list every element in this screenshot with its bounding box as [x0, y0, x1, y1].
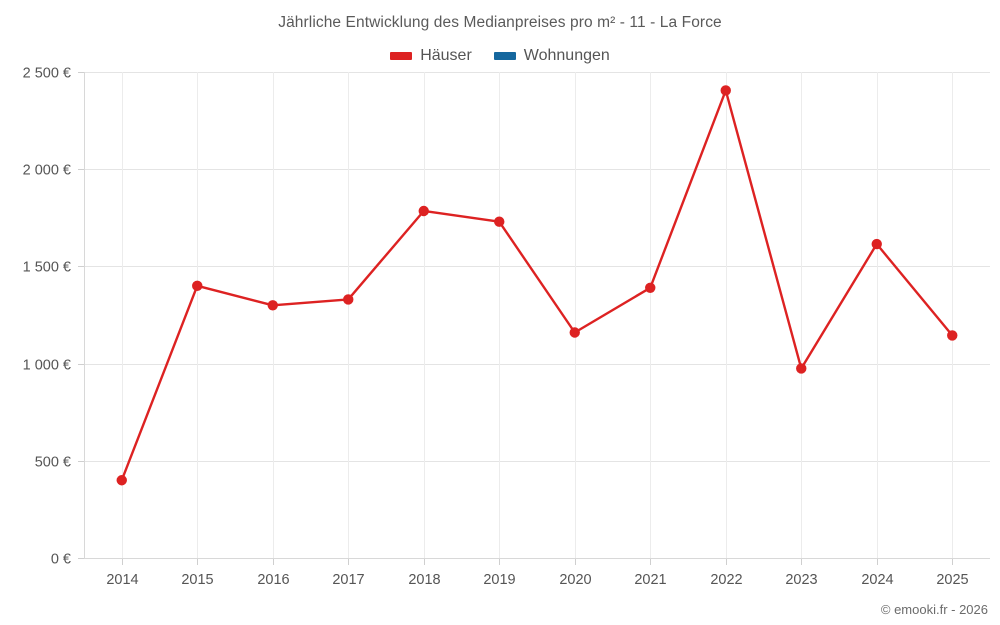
x-axis-tick-label: 2014	[106, 572, 138, 588]
y-axis-tick-label: 500 €	[35, 455, 71, 471]
legend-label-wohnungen: Wohnungen	[523, 47, 610, 64]
x-axis-tick-label: 2024	[861, 572, 893, 588]
data-point[interactable]	[720, 85, 731, 96]
y-axis-tick-label: 2 000 €	[23, 163, 71, 179]
data-point[interactable]	[796, 363, 807, 374]
data-point[interactable]	[871, 238, 882, 250]
data-point[interactable]	[116, 475, 127, 486]
x-axis-tick-label: 2022	[710, 572, 742, 588]
chart-legend: Häuser Wohnungen	[0, 44, 1000, 68]
data-point[interactable]	[645, 282, 656, 293]
x-axis-tick-label: 2019	[483, 572, 515, 588]
y-axis-tick-label: 1 000 €	[23, 358, 71, 374]
legend-label-hauser: Häuser	[420, 47, 472, 64]
x-axis-tick-label: 2015	[181, 572, 213, 588]
data-point[interactable]	[343, 294, 354, 305]
y-axis-tick-label: 0 €	[51, 552, 71, 568]
series-line-häuser	[120, 89, 954, 482]
data-point[interactable]	[569, 327, 580, 338]
y-axis-tick-label: 2 500 €	[23, 66, 71, 82]
x-axis-tick-label: 2021	[634, 572, 666, 588]
x-axis-tick-label: 2017	[332, 572, 364, 588]
chart-credit: © emooki.fr - 2026	[880, 602, 988, 617]
data-point[interactable]	[947, 330, 958, 341]
legend-color-swatch-wohnungen	[493, 52, 516, 60]
x-axis-tick-label: 2020	[559, 572, 591, 588]
y-axis-tick-label: 1 500 €	[23, 260, 71, 276]
x-axis-tick-label: 2025	[936, 572, 968, 588]
data-point[interactable]	[418, 205, 429, 217]
x-axis-tick-label: 2023	[785, 572, 817, 588]
data-point[interactable]	[192, 280, 203, 292]
chart-title: Jährliche Entwicklung des Medianpreises …	[278, 14, 722, 31]
legend-item-hauser[interactable]: Häuser	[390, 47, 472, 65]
data-point[interactable]	[267, 300, 278, 311]
data-point[interactable]	[494, 216, 505, 227]
x-axis-tick-label: 2018	[408, 572, 440, 588]
x-axis-tick-label: 2016	[257, 572, 289, 588]
legend-color-swatch-hauser	[390, 52, 413, 60]
legend-item-wohnungen[interactable]: Wohnungen	[493, 47, 610, 65]
